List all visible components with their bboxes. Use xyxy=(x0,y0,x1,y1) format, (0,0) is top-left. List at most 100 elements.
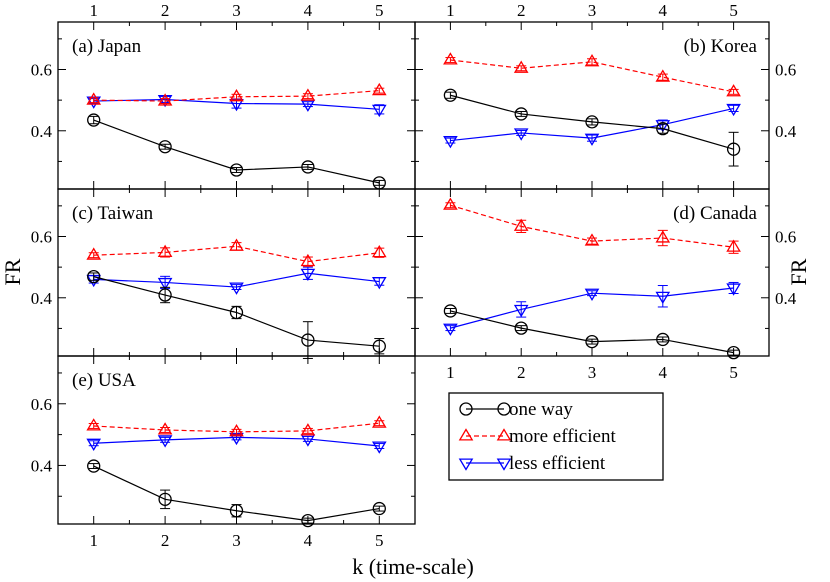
panel-a-series-more xyxy=(86,82,387,106)
panel-e-more-point xyxy=(229,424,244,437)
legend-entry-one_way: one way xyxy=(459,399,573,420)
panel-d-xtick-label: 5 xyxy=(729,363,738,382)
panel-c-less-point xyxy=(371,276,387,290)
panel-e-xtick-label: 5 xyxy=(375,531,384,550)
panel-d-series-less xyxy=(443,281,741,336)
panel-c-more-point xyxy=(157,244,173,257)
panel-a-one_way-line xyxy=(93,119,380,184)
x-axis-label: k (time-scale) xyxy=(352,554,474,579)
y-axis-label-right: FR xyxy=(786,258,811,285)
panel-c-more-line xyxy=(93,245,380,263)
panel-c-ytick-label: 0.4 xyxy=(31,289,53,308)
legend-one_way-marker xyxy=(459,402,473,416)
panel-a-more-point xyxy=(157,93,173,106)
panel-c-more-point xyxy=(229,238,244,251)
panel-b-less-point xyxy=(443,136,458,149)
panel-c-series-less xyxy=(86,266,387,295)
panel-d-one_way-point xyxy=(656,332,670,347)
panel-a-one_way-point xyxy=(301,160,315,174)
panel-b-xtick-label: 3 xyxy=(588,1,597,20)
panels-layer: 0.4 0.6 1 2 3 4 5 (a) Japan 0.4 0.6 1 2 3 4 5 (b) Korea… xyxy=(31,1,797,550)
panel-b-xtick-label: 5 xyxy=(729,1,738,20)
panel-a-series-one_way xyxy=(87,113,386,190)
panel-e-more-point xyxy=(371,415,387,428)
panel-e-more-point xyxy=(157,422,173,435)
panel-d: 0.4 0.6 1 2 3 4 5 (d) Canada xyxy=(414,188,797,382)
panel-d-less-point xyxy=(655,291,671,305)
panel-b-title: (b) Korea xyxy=(684,36,758,57)
panel-a-one_way-point xyxy=(229,163,244,177)
panel-e-one_way-point xyxy=(158,492,172,506)
panel-b-xtick-label: 2 xyxy=(517,1,526,20)
panel-e-less-point xyxy=(86,438,102,452)
panel-d-one_way-point xyxy=(443,304,458,318)
panel-d-xtick-label: 4 xyxy=(659,363,668,382)
panel-e-less-point xyxy=(371,441,387,454)
panel-c-ytick-label: 0.6 xyxy=(31,227,52,246)
panel-b-less-point xyxy=(655,120,671,133)
panel-c-series-more xyxy=(86,238,387,267)
panel-c-one_way-point xyxy=(229,305,244,320)
panel-e-series-one_way xyxy=(87,459,386,528)
panel-d-less-point xyxy=(443,323,458,336)
panel-a-title: (a) Japan xyxy=(72,36,142,57)
panel-a-more-point xyxy=(86,92,102,105)
panel-d-series-one_way xyxy=(443,304,741,360)
legend-more-marker xyxy=(496,428,512,441)
panel-c-more-point xyxy=(371,244,387,258)
panel-c-one_way-point xyxy=(301,333,315,347)
panel-e-ytick-label: 0.6 xyxy=(31,395,52,414)
legend-less-label: less efficient xyxy=(509,453,606,474)
panel-b-one_way-point xyxy=(726,142,741,156)
panel-e-one_way-point xyxy=(229,504,244,518)
panel-b-series-more xyxy=(443,52,741,97)
panel-c: 0.4 0.6 (c) Taiwan xyxy=(31,188,416,359)
panel-b-more-point xyxy=(584,54,600,67)
panel-a-xtick-label: 5 xyxy=(375,1,384,20)
panel-e-title: (e) USA xyxy=(72,370,136,391)
panel-b-ytick-label: 0.4 xyxy=(775,122,797,141)
panel-d-more-point xyxy=(584,233,600,246)
panel-d-ytick-label: 0.4 xyxy=(775,289,797,308)
panel-a-more-point xyxy=(300,88,316,101)
panel-e-xtick-label: 3 xyxy=(232,531,241,550)
legend-entry-more: more efficient xyxy=(458,426,616,447)
legend-more-marker xyxy=(458,428,474,441)
legend: one way more efficient less efficient xyxy=(448,392,664,481)
panel-e-xtick-label: 1 xyxy=(89,531,98,550)
panel-a-xtick-label: 2 xyxy=(161,1,170,20)
panel-e-one_way-point xyxy=(87,459,101,473)
panel-e-ytick-label: 0.4 xyxy=(31,456,53,475)
legend-more-label: more efficient xyxy=(509,426,616,447)
panel-d-more-point xyxy=(443,197,458,210)
legend-one_way-label: one way xyxy=(509,399,573,420)
panel-b-series-less xyxy=(443,103,741,149)
panel-e-one_way-point xyxy=(301,513,315,528)
panel-e-one_way-point xyxy=(372,501,386,516)
panel-b-one_way-point xyxy=(514,107,528,121)
panel-c-one_way-point xyxy=(87,269,101,284)
panel-e: 0.4 0.6 1 2 3 4 5 (e) USA xyxy=(31,355,416,550)
legend-one_way-marker xyxy=(497,402,511,416)
panel-e-xtick-label: 2 xyxy=(161,531,170,550)
panel-b-more-point xyxy=(726,84,741,97)
panel-c-less-point xyxy=(229,282,244,295)
panel-b-one_way-point xyxy=(585,115,599,129)
panel-c-one_way-point xyxy=(372,339,386,353)
panel-c-title: (c) Taiwan xyxy=(72,203,154,224)
panel-d-title: (d) Canada xyxy=(673,203,757,224)
panel-d-less-point xyxy=(584,288,600,301)
panel-d-series-more xyxy=(443,197,741,254)
panel-b-xtick-label: 4 xyxy=(659,1,668,20)
panel-b-one_way-point xyxy=(443,88,458,102)
panel-d-more-point xyxy=(726,239,741,252)
panel-a: 0.4 0.6 1 2 3 4 5 (a) Japan xyxy=(31,1,416,190)
panel-b-less-point xyxy=(584,133,600,146)
panel-a-xtick-label: 1 xyxy=(89,1,98,20)
panel-d-more-point xyxy=(513,218,529,231)
panel-b-more-point xyxy=(443,52,458,65)
panel-c-more-point xyxy=(300,253,316,267)
panel-d-less-point xyxy=(513,304,529,318)
panel-c-less-point xyxy=(157,277,173,291)
panel-b-series-one_way xyxy=(443,88,741,167)
